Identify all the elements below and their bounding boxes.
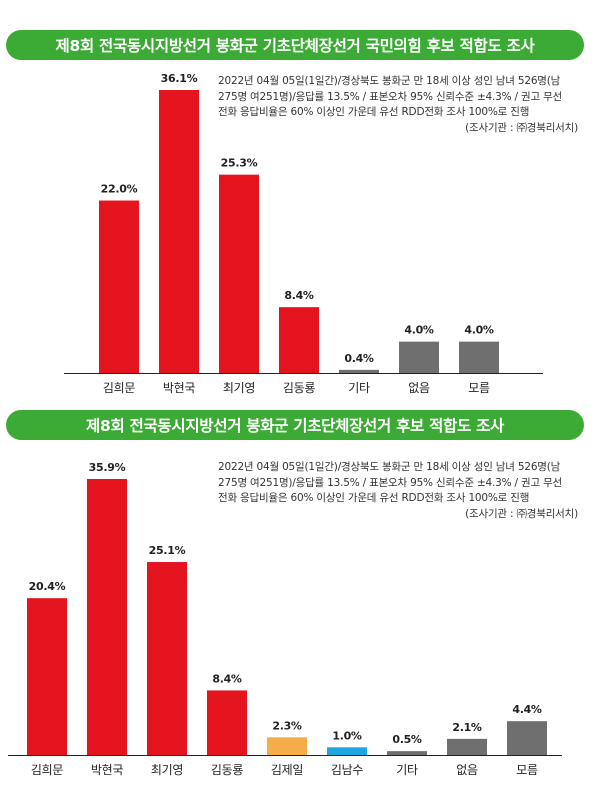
data-label: 4.4%: [512, 703, 542, 716]
data-label: 4.0%: [464, 324, 494, 337]
category-label: 최기영: [151, 763, 183, 777]
chart2-source: (조사기관 : ㈜경북리서치): [465, 507, 578, 520]
chart2-survey-note: 2022년 04월 05일(1일간)/경상북도 봉화군 만 18세 이상 성인 …: [218, 460, 578, 522]
chart1-plot: 22.0% 김희문 36.1% 박현국 25.3% 최기영 8.4% 김동룡 0.4% 기타 4.0…: [64, 72, 543, 395]
bar: [159, 90, 199, 373]
chart1-title: 제8회 전국동시지방선거 봉화군 기초단체장선거 국민의힘 후보 적합도 조사: [55, 37, 535, 55]
bar: [459, 341, 499, 373]
bar: [399, 341, 439, 373]
category-label: 모름: [516, 763, 538, 777]
category-label: 김희문: [103, 381, 135, 395]
data-label: 0.4%: [344, 352, 374, 365]
bar: [147, 562, 187, 755]
chart2-note-line: 2022년 04월 05일(1일간)/경상북도 봉화군 만 18세 이상 성인 …: [218, 461, 561, 473]
category-label: 김희문: [31, 763, 63, 777]
bar: [387, 751, 427, 755]
chart1-title-banner: 제8회 전국동시지방선거 봉화군 기초단체장선거 국민의힘 후보 적합도 조사: [6, 30, 584, 60]
data-label: 0.5%: [392, 733, 422, 746]
chart1-note-line: 2022년 04월 05일(1일간)/경상북도 봉화군 만 18세 이상 성인 …: [218, 75, 561, 87]
chart2-title-banner: 제8회 전국동시지방선거 봉화군 기초단체장선거 후보 적합도 조사: [6, 410, 584, 440]
bar: [207, 690, 247, 755]
data-label: 36.1%: [161, 72, 198, 85]
data-label: 35.9%: [89, 461, 126, 474]
category-label: 최기영: [223, 381, 255, 395]
category-label: 김동룡: [283, 381, 315, 395]
bar: [219, 174, 259, 373]
data-label: 8.4%: [212, 672, 242, 685]
data-label: 22.0%: [101, 183, 138, 196]
data-label: 25.3%: [221, 157, 258, 170]
data-label: 2.3%: [272, 719, 302, 732]
data-label: 4.0%: [404, 324, 434, 337]
category-label: 박현국: [163, 381, 195, 395]
category-label: 없음: [456, 763, 478, 777]
chart1-source: (조사기관 : ㈜경북리서치): [465, 121, 578, 134]
bar: [327, 747, 367, 755]
bar: [267, 737, 307, 755]
data-label: 1.0%: [332, 729, 362, 742]
chart2-note-line: 전화 응답비율은 60% 이상인 가운데 유선 RDD전화 조사 100%로 진…: [218, 492, 530, 504]
bar: [279, 307, 319, 373]
category-label: 기타: [348, 381, 370, 395]
chart2-note-line: 275명 여251명)/응답률 13.5% / 표본오차 95% 신뢰수준 ±4…: [218, 476, 563, 489]
data-label: 2.1%: [452, 721, 482, 734]
category-label: 모름: [468, 381, 490, 395]
bar: [27, 598, 67, 755]
bar: [507, 721, 547, 755]
category-label: 없음: [408, 381, 430, 395]
chart1-note-line: 전화 응답비율은 60% 이상인 가운데 유선 RDD전화 조사 100%로 진…: [218, 106, 530, 118]
category-label: 박현국: [91, 763, 123, 777]
chart1-survey-note: 2022년 04월 05일(1일간)/경상북도 봉화군 만 18세 이상 성인 …: [218, 74, 578, 136]
category-label: 김동룡: [211, 763, 243, 777]
category-label: 기타: [396, 763, 418, 777]
data-label: 20.4%: [29, 580, 66, 593]
bar: [339, 369, 379, 373]
bar: [87, 479, 127, 755]
chart2-title: 제8회 전국동시지방선거 봉화군 기초단체장선거 후보 적합도 조사: [86, 417, 504, 435]
chart1-note-line: 275명 여251명)/응답률 13.5% / 표본오차 95% 신뢰수준 ±4…: [218, 90, 563, 103]
data-label: 8.4%: [284, 289, 314, 302]
bar: [447, 738, 487, 755]
data-label: 25.1%: [149, 544, 186, 557]
bar: [99, 200, 139, 373]
category-label: 김남수: [331, 763, 363, 777]
category-label: 김제일: [271, 763, 303, 777]
